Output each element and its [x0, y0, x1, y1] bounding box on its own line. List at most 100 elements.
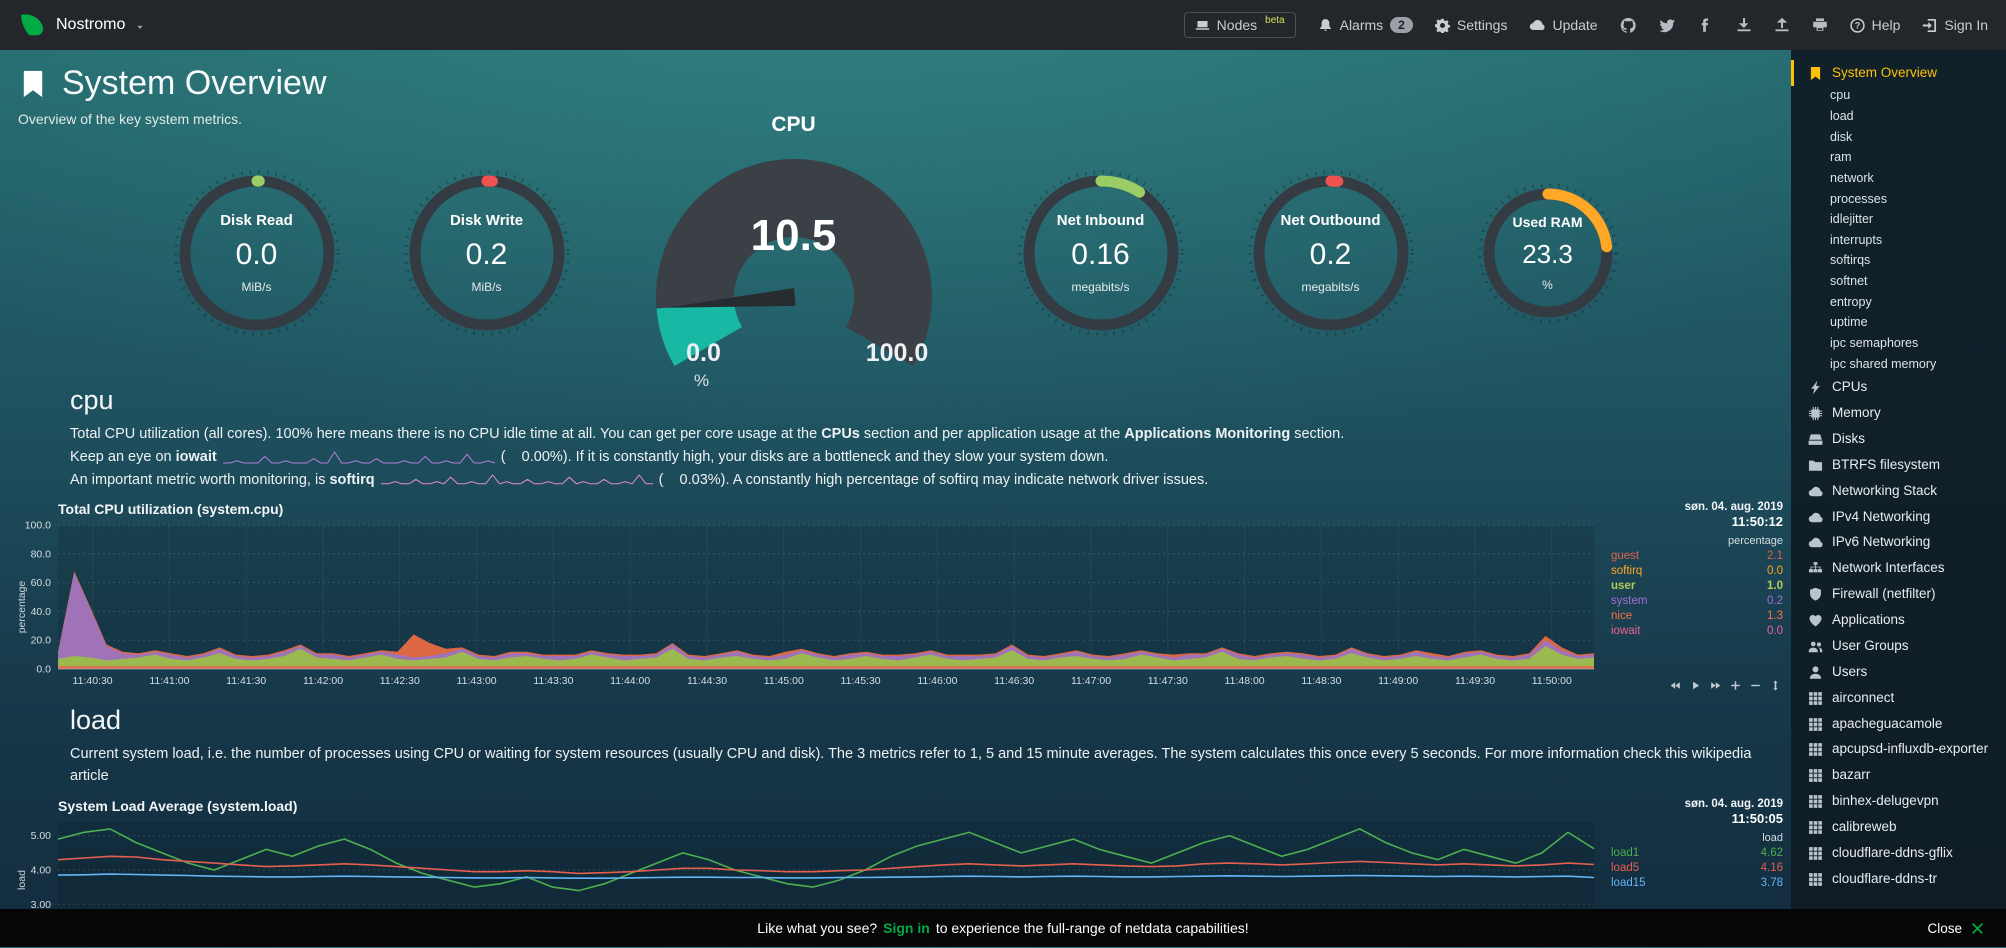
chart-pan-forward-button[interactable]: [1710, 680, 1721, 691]
sidebar-item-label: disk: [1830, 129, 1853, 144]
sidebar-item-firewall-netfilter[interactable]: Firewall (netfilter): [1791, 582, 2006, 608]
sidebar-item-networking-stack[interactable]: Networking Stack: [1791, 478, 2006, 504]
sidebar-item-softnet[interactable]: softnet: [1791, 272, 2006, 293]
sidebar-item-network[interactable]: network: [1791, 168, 2006, 189]
chart-zoom-in-button[interactable]: [1730, 680, 1741, 691]
cpu-gauge-min: 0.0: [686, 339, 721, 367]
iowait-sparkline-chart[interactable]: [222, 448, 495, 465]
close-icon: [1971, 922, 1984, 935]
sidebar-item-applications[interactable]: Applications: [1791, 608, 2006, 634]
sidebar-item-processes[interactable]: processes: [1791, 189, 2006, 210]
sidebar-item-disks[interactable]: Disks: [1791, 426, 2006, 452]
sidebar-item-btrfs-filesystem[interactable]: BTRFS filesystem: [1791, 452, 2006, 478]
cpu-chart-y-axis-label: percentage: [16, 580, 28, 634]
sidebar-item-ram[interactable]: ram: [1791, 148, 2006, 169]
sidebar-item-ipc-shared-memory[interactable]: ipc shared memory: [1791, 354, 2006, 375]
sidebar-item-softirqs[interactable]: softirqs: [1791, 251, 2006, 272]
sidebar-item-uptime[interactable]: uptime: [1791, 313, 2006, 334]
sidebar-item-calibreweb[interactable]: calibreweb: [1791, 815, 2006, 841]
sidebar-item-user-groups[interactable]: User Groups: [1791, 633, 2006, 659]
twitter-button[interactable]: [1658, 17, 1676, 34]
update-button[interactable]: Update: [1529, 17, 1598, 33]
banner-signin-link[interactable]: Sign in: [883, 920, 930, 936]
settings-button[interactable]: Settings: [1434, 17, 1507, 33]
sidebar-item-ipv6-networking[interactable]: IPv6 Networking: [1791, 530, 2006, 556]
chart-resize-button[interactable]: [1770, 680, 1781, 691]
legend-cpu-system[interactable]: system 0.2: [1611, 595, 1783, 608]
load-chart-unit: load: [1762, 831, 1783, 844]
nodes-button[interactable]: Nodes beta: [1183, 12, 1296, 38]
grid-icon: [1807, 742, 1823, 757]
sidebar-item-apcupsd-influxdb-exporter[interactable]: apcupsd-influxdb-exporter: [1791, 737, 2006, 763]
github-button[interactable]: [1620, 17, 1637, 34]
cpu-chart-time: 11:50:12: [1731, 514, 1783, 530]
sidebar-item-memory[interactable]: Memory: [1791, 401, 2006, 427]
alarms-button[interactable]: Alarms 2: [1318, 17, 1413, 33]
signin-banner: Like what you see? Sign in to experience…: [0, 909, 2006, 947]
page-subtitle: Overview of the key system metrics.: [18, 111, 243, 127]
sidebar-item-load[interactable]: load: [1791, 107, 2006, 128]
svg-text:11:43:30: 11:43:30: [533, 675, 573, 687]
sidebar-item-label: IPv6 Networking: [1832, 534, 1931, 550]
gauge-cpu[interactable]: CPU 10.5 0.0 100.0 %: [629, 113, 959, 393]
sidebar-item-cloudflare-ddns-tr[interactable]: cloudflare-ddns-tr: [1791, 866, 2006, 892]
shield-icon: [1807, 587, 1823, 602]
node-selector[interactable]: Nostromo: [18, 12, 145, 38]
sidebar-item-label: User Groups: [1832, 637, 1909, 653]
sidebar-item-idlejitter[interactable]: idlejitter: [1791, 210, 2006, 231]
sidebar-item-apacheguacamole[interactable]: apacheguacamole: [1791, 711, 2006, 737]
softirq-sparkline-chart[interactable]: [380, 471, 653, 488]
legend-load-load15[interactable]: load15 3.78: [1611, 876, 1783, 889]
sidebar-item-network-interfaces[interactable]: Network Interfaces: [1791, 556, 2006, 582]
sidebar-item-bazarr[interactable]: bazarr: [1791, 763, 2006, 789]
sidebar-item-interrupts[interactable]: interrupts: [1791, 230, 2006, 251]
sidebar-item-ipv4-networking[interactable]: IPv4 Networking: [1791, 504, 2006, 530]
cloud-icon: [1807, 535, 1823, 550]
gauge-net-inbound[interactable]: Net Inbound 0.16 megabits/s: [1013, 165, 1189, 341]
legend-cpu-softirq[interactable]: softirq 0.0: [1611, 565, 1783, 578]
gauge-net-outbound[interactable]: Net Outbound 0.2 megabits/s: [1243, 165, 1419, 341]
gauge-disk-read[interactable]: Disk Read 0.0 MiB/s: [169, 165, 345, 341]
sidebar-item-cpus[interactable]: CPUs: [1791, 375, 2006, 401]
load-chart-plot[interactable]: 3.00 4.00 5.00: [12, 818, 1611, 948]
gauge-used-ram[interactable]: Used RAM 23.3 %: [1473, 178, 1623, 328]
sidebar-item-system-overview[interactable]: System Overview: [1791, 60, 2006, 86]
user-icon: [1807, 665, 1823, 680]
help-button[interactable]: ? Help: [1849, 17, 1900, 33]
export-snapshot-button[interactable]: [1736, 17, 1752, 33]
banner-text-post: to experience the full-range of netdata …: [935, 920, 1249, 936]
cpu-description-line3: An important metric worth monitoring, is…: [70, 471, 1209, 488]
legend-load-load1[interactable]: load1 4.62: [1611, 846, 1783, 859]
sidebar-item-disk[interactable]: disk: [1791, 127, 2006, 148]
cpu-chart-plot[interactable]: 0.0 20.0 40.0 60.0 80.0 100.0 11:40:30 11:41:00…: [12, 521, 1611, 693]
sidebar-item-cpu[interactable]: cpu: [1791, 86, 2006, 107]
legend-cpu-guest[interactable]: guest 2.1: [1611, 550, 1783, 563]
facebook-button[interactable]: [1698, 17, 1714, 33]
chart-pan-backward-button[interactable]: [1670, 680, 1681, 691]
beta-badge: beta: [1265, 14, 1285, 26]
banner-close-button[interactable]: Close: [1927, 921, 1984, 936]
chart-zoom-out-button[interactable]: [1750, 680, 1761, 691]
grid-icon: [1807, 846, 1823, 861]
sidebar-item-entropy[interactable]: entropy: [1791, 292, 2006, 313]
users-icon: [1807, 639, 1823, 654]
legend-cpu-nice[interactable]: nice 1.3: [1611, 610, 1783, 623]
gauge-disk-write[interactable]: Disk Write 0.2 MiB/s: [399, 165, 575, 341]
legend-load-load5[interactable]: load5 4.16: [1611, 861, 1783, 874]
load-chart-legend: søn. 04. aug. 2019 11:50:05 load load1 4.…: [1611, 798, 1783, 948]
legend-cpu-iowait[interactable]: iowait 0.0: [1611, 625, 1783, 638]
signin-button[interactable]: Sign In: [1922, 17, 1988, 33]
sidebar-item-users[interactable]: Users: [1791, 659, 2006, 685]
svg-text:11:43:00: 11:43:00: [457, 675, 497, 687]
sidebar-item-cloudflare-ddns-gflix[interactable]: cloudflare-ddns-gflix: [1791, 840, 2006, 866]
svg-text:20.0: 20.0: [31, 635, 52, 647]
hostname: Nostromo: [56, 16, 126, 33]
chart-play-button[interactable]: [1690, 680, 1701, 691]
import-snapshot-button[interactable]: [1774, 17, 1790, 33]
gauge-unit: megabits/s: [1301, 280, 1360, 294]
sidebar-item-binhex-delugevpn[interactable]: binhex-delugevpn: [1791, 789, 2006, 815]
legend-cpu-user[interactable]: user 1.0: [1611, 580, 1783, 593]
sidebar-item-airconnect[interactable]: airconnect: [1791, 685, 2006, 711]
sidebar-item-ipc-semaphores[interactable]: ipc semaphores: [1791, 333, 2006, 354]
print-button[interactable]: [1812, 17, 1828, 33]
